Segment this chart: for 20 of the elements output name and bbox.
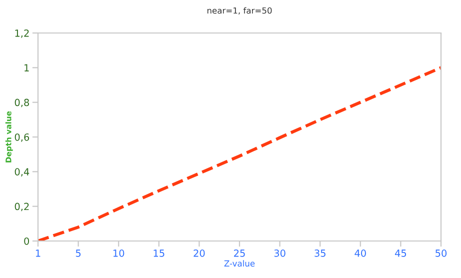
y-tick-label: 1 bbox=[24, 64, 29, 72]
x-tick-label: 20 bbox=[194, 250, 205, 257]
x-tick-label: 10 bbox=[113, 250, 124, 257]
x-tick-label: 35 bbox=[314, 250, 326, 257]
x-tick-label: 15 bbox=[154, 250, 164, 257]
y-tick-label: 1,2 bbox=[15, 29, 29, 38]
x-axis-title: Z-value bbox=[224, 260, 255, 267]
x-tick-label: 25 bbox=[234, 250, 245, 257]
y-tick-label: 0,2 bbox=[14, 202, 29, 212]
x-tick-label: 1 bbox=[36, 250, 40, 257]
chart-title: near=1, far=50 bbox=[207, 7, 272, 15]
x-tick-label: 5 bbox=[76, 250, 81, 257]
x-tick-label: 45 bbox=[394, 250, 406, 257]
x-tick-label: 50 bbox=[436, 250, 447, 257]
y-tick-label: 0,6 bbox=[14, 133, 30, 142]
x-tick-label: 40 bbox=[354, 250, 366, 257]
y-tick-label: 0,4 bbox=[14, 168, 30, 176]
x-tick-label: 30 bbox=[274, 250, 286, 257]
y-tick-label: 0,8 bbox=[14, 98, 29, 108]
y-tick-label: 0 bbox=[24, 237, 30, 245]
